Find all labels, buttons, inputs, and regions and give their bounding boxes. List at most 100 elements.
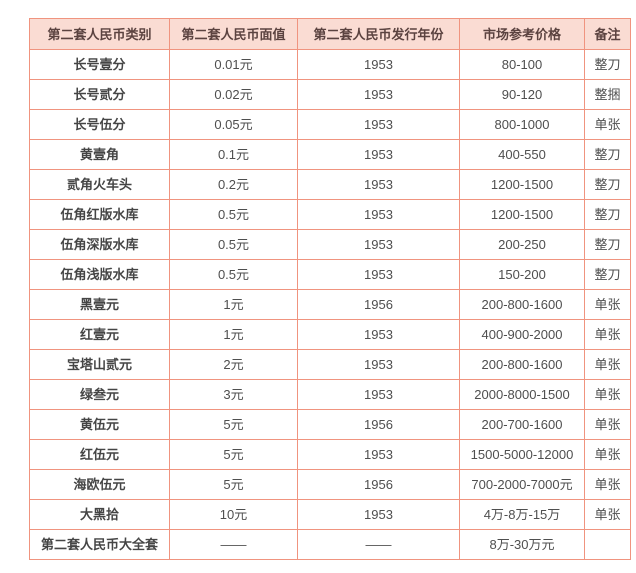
table-row: 红壹元 1元 1953 400-900-2000 单张: [29, 319, 631, 350]
table-cell: 200-800-1600: [459, 289, 585, 320]
table-cell: 整刀: [584, 169, 631, 200]
table-cell: 单张: [584, 109, 631, 140]
table-cell: 整刀: [584, 199, 631, 230]
rmb-second-series-price-table: 第二套人民币类别 第二套人民币面值 第二套人民币发行年份 市场参考价格 备注 长号壹分 0…: [29, 18, 631, 560]
category-cell: 长号伍分: [29, 109, 170, 140]
table-header: 第二套人民币类别 第二套人民币面值 第二套人民币发行年份 市场参考价格 备注: [29, 18, 631, 50]
table-cell: 单张: [584, 349, 631, 380]
table-cell: 1956: [297, 409, 460, 440]
category-cell: 伍角红版水库: [29, 199, 170, 230]
table-body: 长号壹分 0.01元 1953 80-100 整刀 长号贰分 0.02元 1953 90-120…: [29, 49, 631, 560]
header-cell: 第二套人民币类别: [29, 18, 170, 50]
table-cell: 400-550: [459, 139, 585, 170]
table-cell: 400-900-2000: [459, 319, 585, 350]
table-row: 伍角浅版水库 0.5元 1953 150-200 整刀: [29, 259, 631, 290]
header-cell: 第二套人民币面值: [169, 18, 298, 50]
table-row: 长号壹分 0.01元 1953 80-100 整刀: [29, 49, 631, 80]
table-row: 绿叁元 3元 1953 2000-8000-1500 单张: [29, 379, 631, 410]
category-cell: 伍角深版水库: [29, 229, 170, 260]
table-row: 第二套人民币大全套 —— —— 8万-30万元: [29, 529, 631, 560]
table-cell: ——: [297, 529, 460, 560]
table-row: 大黑拾 10元 1953 4万-8万-15万 单张: [29, 499, 631, 530]
table-cell: 单张: [584, 469, 631, 500]
table-cell: 0.2元: [169, 169, 298, 200]
table-cell: 0.1元: [169, 139, 298, 170]
table-cell: 1953: [297, 79, 460, 110]
table-cell: 1953: [297, 169, 460, 200]
table-row: 贰角火车头 0.2元 1953 1200-1500 整刀: [29, 169, 631, 200]
table-cell: 1953: [297, 49, 460, 80]
table-row: 黄伍元 5元 1956 200-700-1600 单张: [29, 409, 631, 440]
category-cell: 伍角浅版水库: [29, 259, 170, 290]
table-cell: 5元: [169, 469, 298, 500]
table-cell: 2元: [169, 349, 298, 380]
table-cell: 150-200: [459, 259, 585, 290]
table-header-row: 第二套人民币类别 第二套人民币面值 第二套人民币发行年份 市场参考价格 备注: [29, 18, 631, 50]
header-cell: 备注: [584, 18, 631, 50]
header-cell: 市场参考价格: [459, 18, 585, 50]
table-cell: 1200-1500: [459, 169, 585, 200]
table-cell: 90-120: [459, 79, 585, 110]
table-cell: 整刀: [584, 229, 631, 260]
table-row: 海欧伍元 5元 1956 700-2000-7000元 单张: [29, 469, 631, 500]
table-cell: 整刀: [584, 139, 631, 170]
table-cell: 1元: [169, 319, 298, 350]
table-cell: 3元: [169, 379, 298, 410]
table-cell: 1953: [297, 139, 460, 170]
category-cell: 海欧伍元: [29, 469, 170, 500]
table-cell: 1953: [297, 349, 460, 380]
table-row: 黄壹角 0.1元 1953 400-550 整刀: [29, 139, 631, 170]
table-cell: 1500-5000-12000: [459, 439, 585, 470]
table-cell: 单张: [584, 319, 631, 350]
table-cell: 1953: [297, 229, 460, 260]
table-row: 红伍元 5元 1953 1500-5000-12000 单张: [29, 439, 631, 470]
table-cell: 1956: [297, 469, 460, 500]
table-cell: 8万-30万元: [459, 529, 585, 560]
table-cell: 0.01元: [169, 49, 298, 80]
table-cell: 5元: [169, 409, 298, 440]
category-cell: 红伍元: [29, 439, 170, 470]
table-row: 伍角红版水库 0.5元 1953 1200-1500 整刀: [29, 199, 631, 230]
table-cell: 0.5元: [169, 229, 298, 260]
category-cell: 红壹元: [29, 319, 170, 350]
table-cell: 整捆: [584, 79, 631, 110]
table-cell: 1953: [297, 439, 460, 470]
table-row: 伍角深版水库 0.5元 1953 200-250 整刀: [29, 229, 631, 260]
table-cell: 1953: [297, 109, 460, 140]
category-cell: 长号壹分: [29, 49, 170, 80]
table-cell: 700-2000-7000元: [459, 469, 585, 500]
table-cell: 1953: [297, 319, 460, 350]
table-cell: 800-1000: [459, 109, 585, 140]
table-row: 长号伍分 0.05元 1953 800-1000 单张: [29, 109, 631, 140]
table-cell: 1200-1500: [459, 199, 585, 230]
table-cell: 单张: [584, 439, 631, 470]
table-cell: 0.5元: [169, 199, 298, 230]
table-cell: 200-700-1600: [459, 409, 585, 440]
table-cell: 5元: [169, 439, 298, 470]
category-cell: 黄壹角: [29, 139, 170, 170]
table-cell: 1956: [297, 289, 460, 320]
category-cell: 大黑拾: [29, 499, 170, 530]
table-cell: 2000-8000-1500: [459, 379, 585, 410]
table-cell: 4万-8万-15万: [459, 499, 585, 530]
table-cell: 80-100: [459, 49, 585, 80]
table-cell: 10元: [169, 499, 298, 530]
category-cell: 黑壹元: [29, 289, 170, 320]
table-cell: 1953: [297, 259, 460, 290]
category-cell: 宝塔山贰元: [29, 349, 170, 380]
table-cell: 整刀: [584, 259, 631, 290]
table-cell: 1元: [169, 289, 298, 320]
category-cell: 贰角火车头: [29, 169, 170, 200]
header-cell: 第二套人民币发行年份: [297, 18, 460, 50]
table-cell: 1953: [297, 199, 460, 230]
table-cell: ——: [169, 529, 298, 560]
category-cell: 第二套人民币大全套: [29, 529, 170, 560]
table-cell: 200-800-1600: [459, 349, 585, 380]
table-cell: 0.05元: [169, 109, 298, 140]
category-cell: 黄伍元: [29, 409, 170, 440]
table-cell: 1953: [297, 379, 460, 410]
table-row: 长号贰分 0.02元 1953 90-120 整捆: [29, 79, 631, 110]
table-row: 黑壹元 1元 1956 200-800-1600 单张: [29, 289, 631, 320]
table-cell: 整刀: [584, 49, 631, 80]
